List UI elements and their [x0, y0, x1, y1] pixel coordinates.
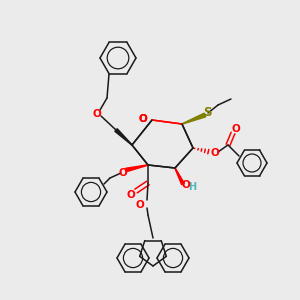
Text: O: O	[118, 168, 127, 178]
Text: O: O	[211, 148, 219, 158]
Circle shape	[151, 136, 175, 160]
Polygon shape	[126, 165, 148, 172]
Text: O: O	[139, 114, 147, 124]
Polygon shape	[182, 113, 206, 124]
Text: O: O	[127, 190, 135, 200]
Text: O: O	[136, 200, 144, 210]
Polygon shape	[175, 168, 184, 185]
Text: O: O	[232, 124, 240, 134]
Polygon shape	[115, 129, 132, 145]
Text: O: O	[182, 180, 190, 190]
Text: O: O	[139, 114, 147, 124]
Text: O: O	[93, 109, 101, 119]
Text: S: S	[203, 106, 211, 118]
Text: H: H	[188, 182, 196, 192]
